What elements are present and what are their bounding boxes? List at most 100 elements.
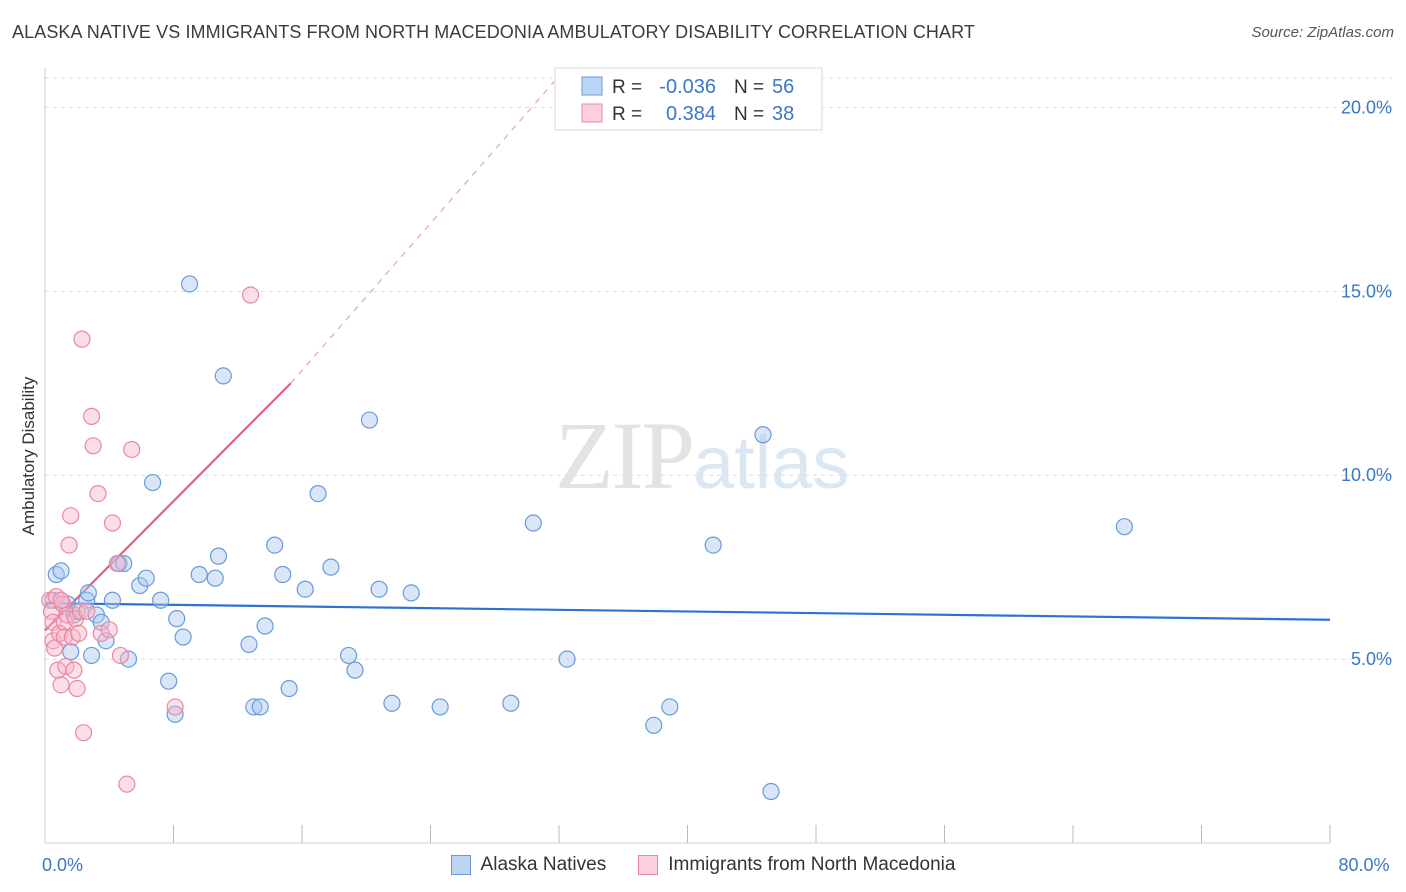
stat-r-label: R = bbox=[612, 77, 642, 98]
point-north-macedonia[interactable] bbox=[242, 286, 260, 304]
point-alaska-natives[interactable] bbox=[168, 610, 186, 628]
point-north-macedonia[interactable] bbox=[123, 440, 141, 459]
point-alaska-natives[interactable] bbox=[309, 485, 327, 503]
point-alaska-natives[interactable] bbox=[322, 558, 340, 576]
point-alaska-natives[interactable] bbox=[346, 661, 364, 679]
point-north-macedonia[interactable] bbox=[103, 514, 122, 532]
data-points bbox=[41, 275, 1134, 801]
point-north-macedonia[interactable] bbox=[58, 606, 77, 624]
point-alaska-natives[interactable] bbox=[144, 473, 162, 492]
legend-swatch-pink bbox=[638, 855, 659, 875]
point-north-macedonia[interactable] bbox=[65, 661, 83, 679]
chart-title: ALASKA NATIVE VS IMMIGRANTS FROM NORTH M… bbox=[12, 22, 975, 42]
point-north-macedonia[interactable] bbox=[78, 602, 96, 620]
point-alaska-natives[interactable] bbox=[245, 698, 263, 716]
stat-r-label: R = bbox=[612, 104, 642, 125]
point-north-macedonia[interactable] bbox=[60, 536, 78, 554]
point-alaska-natives[interactable] bbox=[62, 643, 80, 661]
stat-r-value: 0.384 bbox=[666, 103, 716, 125]
point-alaska-natives[interactable] bbox=[266, 536, 284, 554]
point-alaska-natives[interactable] bbox=[762, 782, 780, 801]
point-alaska-natives[interactable] bbox=[754, 426, 772, 444]
point-north-macedonia[interactable] bbox=[166, 698, 184, 716]
trend-lines bbox=[44, 81, 1331, 632]
point-alaska-natives[interactable] bbox=[214, 367, 232, 385]
point-alaska-natives[interactable] bbox=[360, 411, 379, 429]
bottom-legend: Alaska Natives Immigrants from North Mac… bbox=[0, 850, 1406, 880]
point-alaska-natives[interactable] bbox=[431, 698, 449, 716]
stat-n-value: 38 bbox=[772, 103, 794, 125]
point-north-macedonia[interactable] bbox=[73, 330, 91, 348]
point-north-macedonia[interactable] bbox=[82, 407, 101, 425]
point-alaska-natives[interactable] bbox=[274, 565, 292, 584]
point-alaska-natives[interactable] bbox=[82, 646, 101, 665]
point-north-macedonia[interactable] bbox=[74, 724, 93, 742]
point-alaska-natives[interactable] bbox=[296, 580, 314, 598]
x-tick-label: 80.0% bbox=[1338, 855, 1389, 875]
point-alaska-natives[interactable] bbox=[160, 672, 178, 690]
point-alaska-natives[interactable] bbox=[383, 694, 401, 712]
point-alaska-natives[interactable] bbox=[209, 547, 228, 565]
axis-labels: 5.0% 10.0% 15.0% 20.0% 0.0% 80.0% Ambulatory D… bbox=[19, 97, 1392, 875]
point-north-macedonia[interactable] bbox=[57, 657, 75, 676]
point-alaska-natives[interactable] bbox=[103, 591, 122, 609]
point-alaska-natives[interactable] bbox=[661, 698, 679, 716]
point-alaska-natives[interactable] bbox=[137, 569, 155, 587]
point-alaska-natives[interactable] bbox=[1115, 518, 1134, 536]
legend-label-north-macedonia: Immigrants from North Macedonia bbox=[668, 854, 956, 875]
legend-swatch-pink bbox=[581, 103, 603, 123]
legend-item-north-macedonia[interactable]: Immigrants from North Macedonia bbox=[638, 854, 955, 876]
point-north-macedonia[interactable] bbox=[71, 602, 89, 620]
point-alaska-natives[interactable] bbox=[502, 694, 520, 712]
point-north-macedonia[interactable] bbox=[100, 621, 118, 639]
point-alaska-natives[interactable] bbox=[52, 562, 70, 580]
point-alaska-natives[interactable] bbox=[152, 591, 170, 609]
y-tick-label: 10.0% bbox=[1341, 465, 1392, 485]
point-alaska-natives[interactable] bbox=[240, 635, 258, 653]
grid bbox=[45, 77, 1392, 660]
point-north-macedonia[interactable] bbox=[108, 554, 126, 573]
point-alaska-natives[interactable] bbox=[115, 554, 133, 573]
point-alaska-natives[interactable] bbox=[558, 650, 576, 668]
trend-line-alaska-natives bbox=[44, 602, 1331, 621]
legend-label-alaska-natives: Alaska Natives bbox=[480, 854, 607, 875]
point-north-macedonia[interactable] bbox=[84, 437, 102, 455]
point-alaska-natives[interactable] bbox=[370, 580, 388, 598]
point-alaska-natives[interactable] bbox=[190, 565, 208, 584]
point-north-macedonia[interactable] bbox=[70, 624, 88, 642]
source-credit: Source: ZipAtlas.com bbox=[1251, 24, 1394, 41]
trend-line-north-macedonia bbox=[44, 382, 292, 632]
point-alaska-natives[interactable] bbox=[645, 716, 663, 734]
point-north-macedonia[interactable] bbox=[89, 485, 107, 503]
point-north-macedonia[interactable] bbox=[92, 624, 110, 642]
point-alaska-natives[interactable] bbox=[174, 628, 192, 646]
watermark: ZIPatlas bbox=[555, 400, 849, 511]
point-alaska-natives[interactable] bbox=[704, 536, 722, 554]
point-alaska-natives[interactable] bbox=[206, 569, 224, 587]
point-north-macedonia[interactable] bbox=[62, 507, 80, 525]
point-alaska-natives[interactable] bbox=[256, 617, 274, 635]
axes bbox=[44, 68, 1331, 844]
point-alaska-natives[interactable] bbox=[251, 698, 269, 716]
legend-item-alaska-natives[interactable]: Alaska Natives bbox=[450, 854, 607, 876]
x-tick-label: 0.0% bbox=[42, 855, 83, 875]
point-alaska-natives[interactable] bbox=[524, 514, 542, 532]
point-north-macedonia[interactable] bbox=[68, 679, 86, 698]
stat-n-label: N = bbox=[734, 104, 764, 125]
stat-r-value: -0.036 bbox=[659, 76, 716, 98]
point-alaska-natives[interactable] bbox=[402, 584, 420, 602]
point-alaska-natives[interactable] bbox=[119, 650, 138, 668]
point-alaska-natives[interactable] bbox=[180, 275, 199, 293]
stats-legend: R = -0.036 N = 56 R = 0.384 N = 38 bbox=[554, 67, 823, 131]
point-north-macedonia[interactable] bbox=[52, 676, 70, 694]
stat-n-value: 56 bbox=[772, 76, 794, 98]
point-alaska-natives[interactable] bbox=[339, 646, 358, 665]
point-alaska-natives[interactable] bbox=[166, 705, 184, 723]
point-north-macedonia[interactable] bbox=[111, 646, 130, 665]
watermark-zip: ZIP bbox=[555, 402, 695, 509]
point-north-macedonia[interactable] bbox=[52, 591, 70, 609]
point-north-macedonia[interactable] bbox=[118, 775, 136, 793]
point-alaska-natives[interactable] bbox=[79, 584, 97, 602]
point-alaska-natives[interactable] bbox=[280, 679, 298, 698]
y-tick-label: 5.0% bbox=[1351, 649, 1392, 669]
